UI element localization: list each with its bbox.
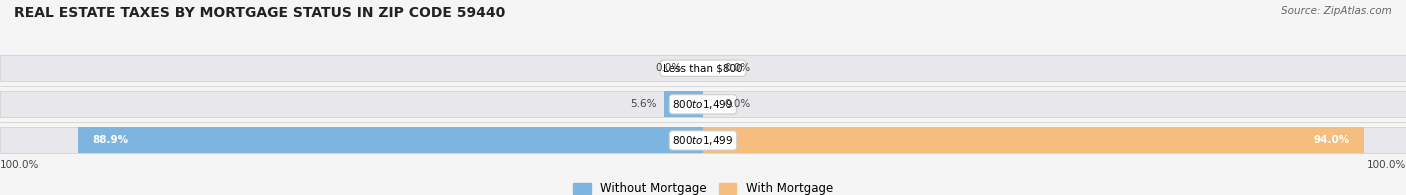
Text: 0.0%: 0.0%	[655, 63, 682, 73]
Bar	[0, 128, 1406, 153]
Text: 94.0%: 94.0%	[1313, 136, 1350, 145]
Text: Source: ZipAtlas.com: Source: ZipAtlas.com	[1281, 6, 1392, 16]
Legend: Without Mortgage, With Mortgage: Without Mortgage, With Mortgage	[568, 178, 838, 195]
Text: 5.6%: 5.6%	[630, 99, 657, 109]
Bar	[0, 91, 1406, 117]
Bar	[664, 91, 703, 117]
Text: 0.0%: 0.0%	[724, 99, 751, 109]
Text: $800 to $1,499: $800 to $1,499	[672, 134, 734, 147]
Text: 0.0%: 0.0%	[724, 63, 751, 73]
Text: $800 to $1,499: $800 to $1,499	[672, 98, 734, 111]
Text: 88.9%: 88.9%	[91, 136, 128, 145]
Text: 100.0%: 100.0%	[0, 160, 39, 170]
Bar	[703, 128, 1364, 153]
Bar	[0, 55, 1406, 81]
Text: REAL ESTATE TAXES BY MORTGAGE STATUS IN ZIP CODE 59440: REAL ESTATE TAXES BY MORTGAGE STATUS IN …	[14, 6, 505, 20]
Bar	[77, 128, 703, 153]
Text: 100.0%: 100.0%	[1367, 160, 1406, 170]
Text: Less than $800: Less than $800	[664, 63, 742, 73]
